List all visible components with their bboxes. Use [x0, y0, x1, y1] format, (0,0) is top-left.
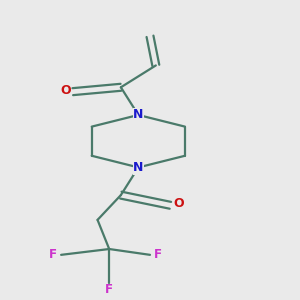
Text: N: N: [133, 109, 143, 122]
Text: F: F: [154, 248, 162, 261]
Text: F: F: [105, 283, 113, 296]
Text: N: N: [133, 161, 143, 174]
Text: O: O: [173, 197, 184, 210]
Text: O: O: [60, 84, 71, 97]
Text: F: F: [49, 248, 57, 261]
